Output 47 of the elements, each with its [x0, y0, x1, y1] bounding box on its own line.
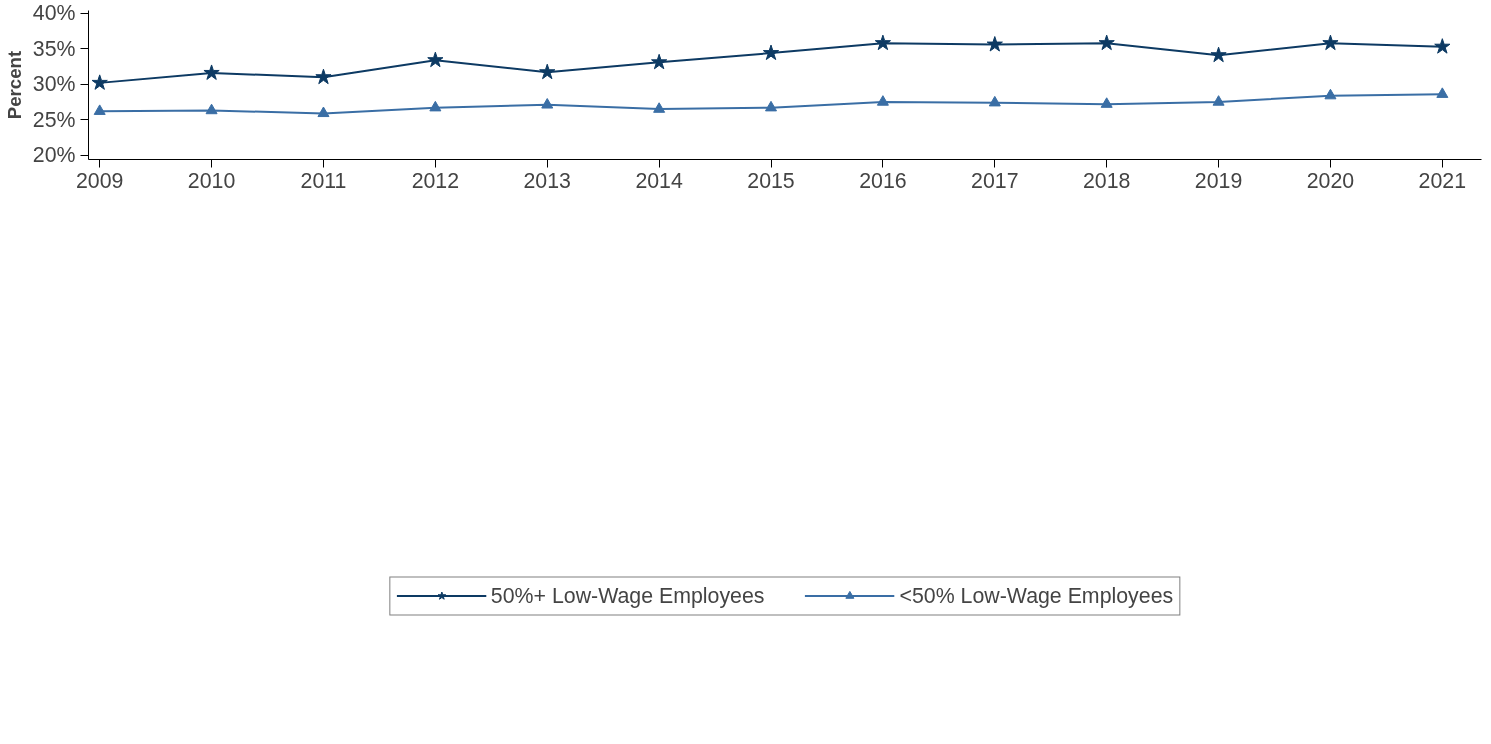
- point: [315, 68, 332, 85]
- x-tick-label: 2017: [971, 168, 1019, 193]
- point: [1212, 95, 1225, 106]
- x-tick-label: 2009: [75, 168, 124, 193]
- point: [91, 74, 108, 90]
- x-tick-label: 2013: [523, 168, 571, 193]
- x-tick-label: 2011: [300, 168, 347, 193]
- point: [651, 53, 668, 70]
- x-tick-label: 2021: [1418, 168, 1467, 193]
- point: [203, 64, 220, 80]
- x-tick-label: 2016: [859, 168, 907, 193]
- x-tick-label: 2020: [1306, 168, 1355, 193]
- point: [1434, 38, 1451, 54]
- y-tick-label: 40%: [32, 1, 76, 26]
- x-tick-label: 2014: [635, 168, 683, 193]
- y-axis-title: Percent: [3, 50, 25, 120]
- point: [876, 95, 889, 106]
- y-tick-label: 30%: [32, 72, 76, 97]
- point: [874, 34, 892, 51]
- point: [762, 44, 780, 61]
- point: [205, 103, 218, 115]
- x-tick-label: 2019: [1194, 168, 1243, 193]
- y-tick-label: 35%: [32, 36, 76, 61]
- y-tick-label: 20%: [32, 143, 76, 168]
- y-tick-label: 25%: [32, 107, 76, 132]
- point: [93, 104, 106, 115]
- x-tick-label: 2015: [747, 168, 795, 193]
- point: [988, 95, 1001, 107]
- legend-label: 50%+ Low-Wage Employees: [490, 583, 765, 609]
- point: [653, 102, 666, 113]
- point: [541, 98, 554, 109]
- x-tick-label: 2012: [411, 168, 460, 193]
- point: [317, 106, 330, 118]
- point: [539, 63, 556, 80]
- point: [1098, 34, 1115, 51]
- point: [429, 100, 442, 112]
- point: [1322, 34, 1339, 51]
- x-tick-label: 2018: [1082, 168, 1131, 193]
- point: [427, 51, 444, 68]
- point: [1210, 46, 1227, 63]
- legend-label: <50% Low-Wage Employees: [899, 583, 1174, 609]
- point: [986, 36, 1003, 52]
- point: [1324, 88, 1337, 100]
- x-tick-label: 2010: [187, 168, 236, 193]
- point: [1436, 87, 1449, 98]
- point: [1100, 97, 1113, 108]
- point: [765, 100, 778, 112]
